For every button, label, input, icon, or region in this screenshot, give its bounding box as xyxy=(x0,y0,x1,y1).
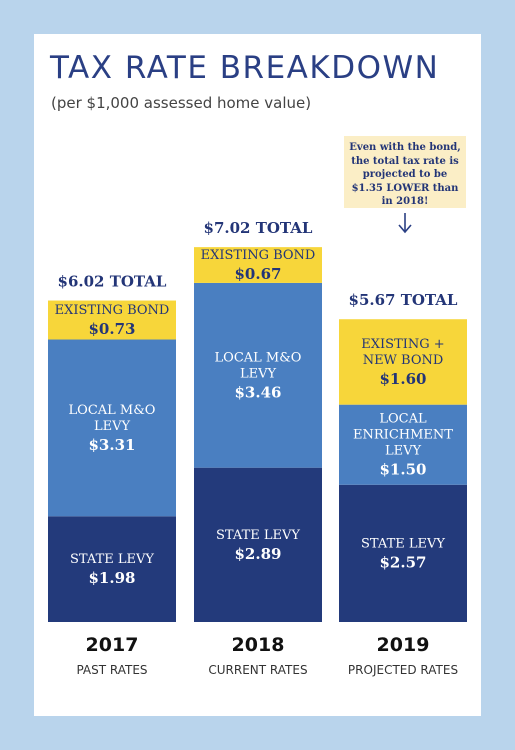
bar-segment-local-2017 xyxy=(48,339,176,517)
bar-segment-state-2019 xyxy=(339,484,467,622)
segment-label-bond-2017: EXISTING BOND xyxy=(55,303,170,318)
segment-label-state-2019: STATE LEVY xyxy=(361,536,445,551)
bar-segment-bond-2017 xyxy=(48,300,176,340)
segment-value-state-2017: $1.98 xyxy=(89,569,136,587)
bar-segment-bond-2019 xyxy=(339,319,467,405)
segment-value-local-2018: $3.46 xyxy=(235,383,282,401)
segment-label-local-2019: LEVY xyxy=(385,444,422,459)
segment-value-state-2018: $2.89 xyxy=(235,545,282,563)
category-label-2019: 2019 xyxy=(377,634,430,656)
segment-label-state-2018: STATE LEVY xyxy=(216,528,300,543)
total-label-2019: $5.67 TOTAL xyxy=(349,291,458,309)
segment-label-local-2017: LOCAL M&O xyxy=(69,403,156,418)
chart-title: TAX RATE BREAKDOWN xyxy=(50,50,440,86)
category-label-2018: 2018 xyxy=(232,634,285,656)
segment-label-local-2019: LOCAL xyxy=(379,412,427,427)
category-sublabel-2019: PROJECTED RATES xyxy=(348,663,458,677)
down-arrow-icon xyxy=(398,213,412,234)
segment-label-state-2017: STATE LEVY xyxy=(70,552,154,567)
category-label-2017: 2017 xyxy=(86,634,139,656)
segment-value-bond-2017: $0.73 xyxy=(89,320,136,338)
segment-value-bond-2018: $0.67 xyxy=(235,265,282,283)
category-sublabel-2018: CURRENT RATES xyxy=(208,663,307,677)
total-label-2018: $7.02 TOTAL xyxy=(204,219,313,237)
bar-segment-local-2018 xyxy=(194,282,322,468)
callout-note: Even with the bond, the total tax rate i… xyxy=(344,136,466,208)
bar-segment-state-2018 xyxy=(194,467,322,622)
total-label-2017: $6.02 TOTAL xyxy=(58,273,167,291)
segment-label-local-2017: LEVY xyxy=(94,419,131,434)
segment-label-bond-2019: NEW BOND xyxy=(363,353,444,368)
segment-label-bond-2018: EXISTING BOND xyxy=(201,248,316,263)
bar-segment-local-2019 xyxy=(339,404,467,485)
segment-value-bond-2019: $1.60 xyxy=(380,370,427,388)
category-sublabel-2017: PAST RATES xyxy=(76,663,147,677)
segment-label-local-2018: LOCAL M&O xyxy=(215,350,302,365)
segment-value-state-2019: $2.57 xyxy=(380,553,427,571)
segment-value-local-2017: $3.31 xyxy=(89,436,136,454)
segment-value-local-2019: $1.50 xyxy=(380,461,427,479)
bar-segment-bond-2018 xyxy=(194,247,322,283)
infographic-card: TAX RATE BREAKDOWN (per $1,000 assessed … xyxy=(34,34,481,716)
segment-label-local-2018: LEVY xyxy=(240,366,277,381)
bar-segment-state-2017 xyxy=(48,516,176,622)
chart-subtitle: (per $1,000 assessed home value) xyxy=(51,94,312,112)
segment-label-bond-2019: EXISTING + xyxy=(361,337,444,352)
segment-label-local-2019: ENRICHMENT xyxy=(353,428,453,443)
